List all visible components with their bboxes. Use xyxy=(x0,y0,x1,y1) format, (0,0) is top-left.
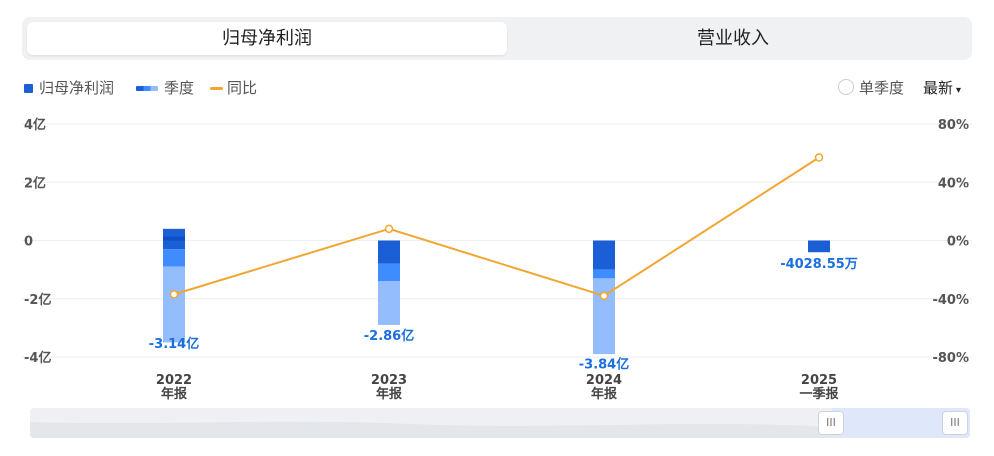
net-profit-value-label: -4028.55万 xyxy=(780,257,858,272)
quarter-bar-segment xyxy=(163,266,185,343)
x-tick-label: 2022 xyxy=(156,373,192,388)
quarter-bar-segment xyxy=(593,240,615,270)
net-profit-value-label: -3.14亿 xyxy=(149,336,199,352)
x-tick-label: 年报 xyxy=(591,386,618,402)
yoy-point xyxy=(169,290,179,299)
x-tick-label: 年报 xyxy=(376,386,403,402)
left-tick-label: 2亿 xyxy=(24,175,46,191)
right-tick-label: -80% xyxy=(932,351,969,366)
quarter-swatch xyxy=(136,86,158,91)
net-profit-marker xyxy=(163,236,185,241)
right-tick-label: 0% xyxy=(947,235,969,250)
latest-label: 最新 xyxy=(923,79,954,97)
quarter-bar-segment xyxy=(808,240,830,253)
scroll-handle-right[interactable]: III xyxy=(942,411,968,435)
left-tick-label: -2亿 xyxy=(24,292,51,308)
legend-yoy-label: 同比 xyxy=(227,79,258,97)
right-tick-label: -40% xyxy=(932,293,969,308)
range-scrollbar[interactable]: III III xyxy=(30,408,970,438)
tab-revenue[interactable]: 营业收入 xyxy=(697,28,769,49)
quarter-bar-segment xyxy=(593,278,615,355)
caret-down-icon: ▾ xyxy=(956,85,962,96)
metric-tabs: 归母净利润 营业收入 xyxy=(22,17,972,60)
quarter-bar-segment xyxy=(378,281,400,325)
x-tick-label: 一季报 xyxy=(799,386,839,402)
right-tick-label: 80% xyxy=(938,118,969,133)
legend-net-profit-label: 归母净利润 xyxy=(39,79,115,97)
scroll-handle-left[interactable]: III xyxy=(818,411,844,435)
single-quarter-label: 单季度 xyxy=(859,79,905,97)
net-profit-value-label: -3.84亿 xyxy=(579,356,629,372)
right-tick-label: 40% xyxy=(938,176,969,191)
left-tick-label: 4亿 xyxy=(24,117,46,133)
yoy-point xyxy=(814,153,824,162)
yoy-swatch xyxy=(210,87,223,90)
quarter-bar-segment xyxy=(163,228,185,241)
x-tick-label: 2025 xyxy=(801,373,837,388)
yoy-point xyxy=(384,224,394,234)
quarter-bar-segment xyxy=(163,240,185,250)
quarter-bar-segment xyxy=(593,269,615,279)
net-profit-chart: 4亿 2亿 0 -2亿 -4亿 80% 40% 0% -40% -80% -3.14亿 -2.86亿 -… xyxy=(22,117,972,402)
net-profit-value-label: -2.86亿 xyxy=(364,328,414,344)
left-tick-label: 0 xyxy=(24,235,33,250)
legend-quarter-label: 季度 xyxy=(164,79,195,97)
yoy-point xyxy=(599,291,609,301)
tab-net-profit[interactable]: 归母净利润 xyxy=(27,22,507,55)
x-tick-label: 2024 xyxy=(586,373,622,388)
x-tick-label: 2023 xyxy=(371,373,407,388)
scrollbar-preview xyxy=(30,421,970,438)
left-tick-label: -4亿 xyxy=(24,350,51,366)
yoy-line xyxy=(173,156,820,297)
latest-dropdown[interactable]: 最新 ▾ xyxy=(923,78,961,98)
radio-icon[interactable] xyxy=(838,79,854,95)
quarter-bar-segment xyxy=(378,263,400,282)
x-tick-label: 年报 xyxy=(161,386,188,402)
net-profit-swatch xyxy=(24,84,33,93)
quarter-bar-segment xyxy=(163,249,185,267)
quarter-bar-segment xyxy=(378,240,400,264)
